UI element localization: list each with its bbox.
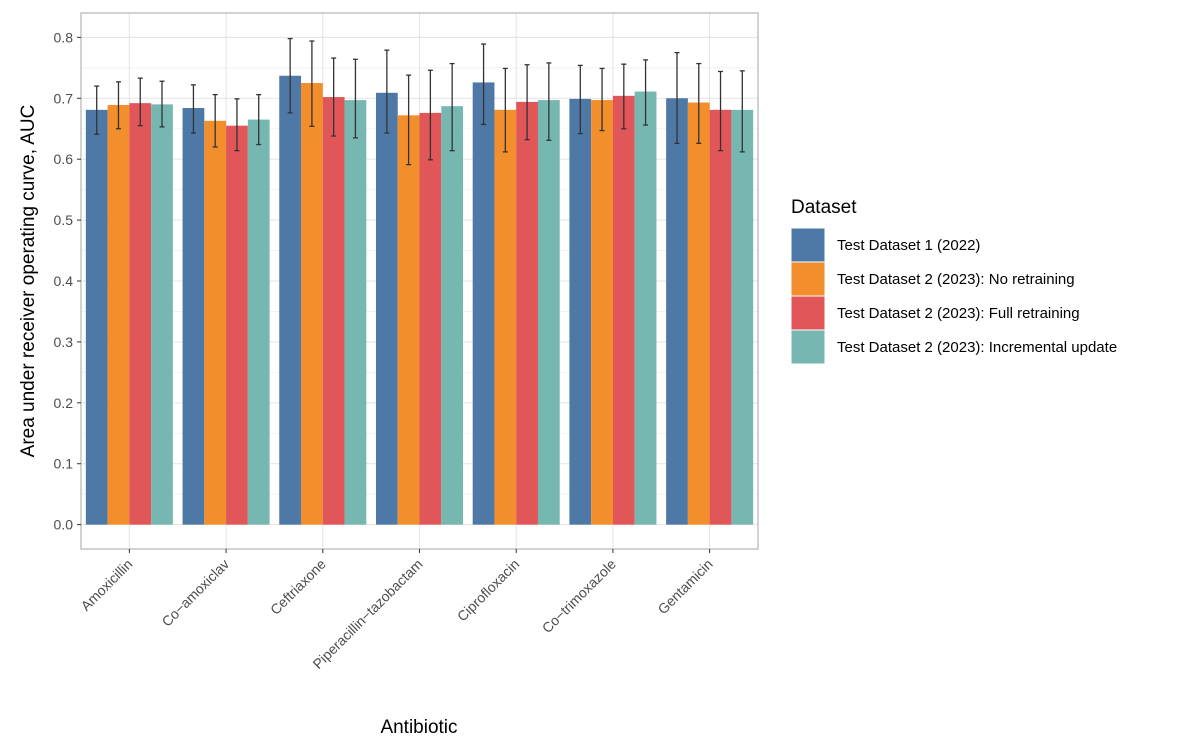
legend-swatch — [791, 228, 825, 262]
bar — [516, 102, 538, 525]
bar — [183, 108, 205, 525]
legend-label: Test Dataset 2 (2023): No retraining — [837, 271, 1075, 288]
y-axis-title: Area under receiver operating curve, AUC — [18, 105, 39, 458]
bar — [345, 100, 367, 525]
x-tick-label: Amoxicillin — [77, 556, 135, 614]
legend-swatch — [791, 296, 825, 330]
y-tick-label: 0.3 — [54, 334, 74, 350]
legend-label: Test Dataset 2 (2023): Full retraining — [837, 305, 1080, 322]
y-tick-label: 0.6 — [54, 151, 74, 167]
bar — [591, 100, 613, 525]
bar — [398, 115, 420, 524]
x-tick-label: Ciprofloxacin — [454, 556, 523, 625]
y-tick-label: 0.8 — [54, 29, 74, 45]
bar — [635, 92, 657, 525]
bar — [538, 100, 560, 525]
x-axis-title: Antibiotic — [380, 717, 457, 738]
y-tick-label: 0.5 — [54, 212, 74, 228]
y-axis: 0.0 0.1 0.2 0.3 0.4 0.5 0.6 0.7 0.8 — [54, 29, 81, 532]
y-tick-label: 0.7 — [54, 90, 74, 106]
x-tick-label: Co−trimoxazole — [539, 556, 620, 637]
bar — [688, 103, 710, 525]
bar — [569, 99, 591, 525]
bar — [613, 96, 635, 525]
bar — [376, 93, 398, 525]
y-tick-label: 0.4 — [54, 273, 74, 289]
x-axis: Amoxicillin Co−amoxiclav CeftriaxonePipera… — [77, 549, 715, 672]
legend-title: Dataset — [791, 197, 857, 218]
bar — [151, 104, 173, 524]
bar — [710, 110, 732, 525]
bar — [86, 110, 108, 525]
bar — [301, 83, 323, 525]
bar — [108, 105, 130, 525]
x-tick-label: Gentamicin — [654, 556, 715, 617]
y-tick-label: 0.0 — [54, 517, 74, 533]
legend-label: Test Dataset 2 (2023): Incremental updat… — [837, 339, 1117, 356]
bar — [323, 97, 345, 525]
bar — [204, 121, 226, 525]
x-tick-label: Piperacillin−tazobactam — [309, 556, 425, 672]
y-tick-label: 0.1 — [54, 456, 74, 472]
bar — [731, 110, 753, 525]
bar — [473, 82, 495, 524]
bar — [420, 113, 442, 525]
bar — [226, 126, 248, 525]
bar — [279, 76, 301, 525]
bar — [441, 106, 463, 524]
legend-swatch — [791, 330, 825, 364]
bar — [248, 120, 270, 525]
bar — [494, 110, 516, 525]
legend-label: Test Dataset 1 (2022) — [837, 237, 980, 254]
y-tick-label: 0.2 — [54, 395, 74, 411]
bar — [666, 98, 688, 524]
legend-swatch — [791, 262, 825, 296]
x-tick-label: Co−amoxiclav — [158, 556, 232, 630]
x-tick-label: Ceftriaxone — [267, 556, 329, 618]
bar — [129, 103, 151, 524]
legend: Dataset Test Dataset 1 (2022) Test Datase… — [791, 197, 1117, 364]
bars-group — [86, 76, 753, 525]
